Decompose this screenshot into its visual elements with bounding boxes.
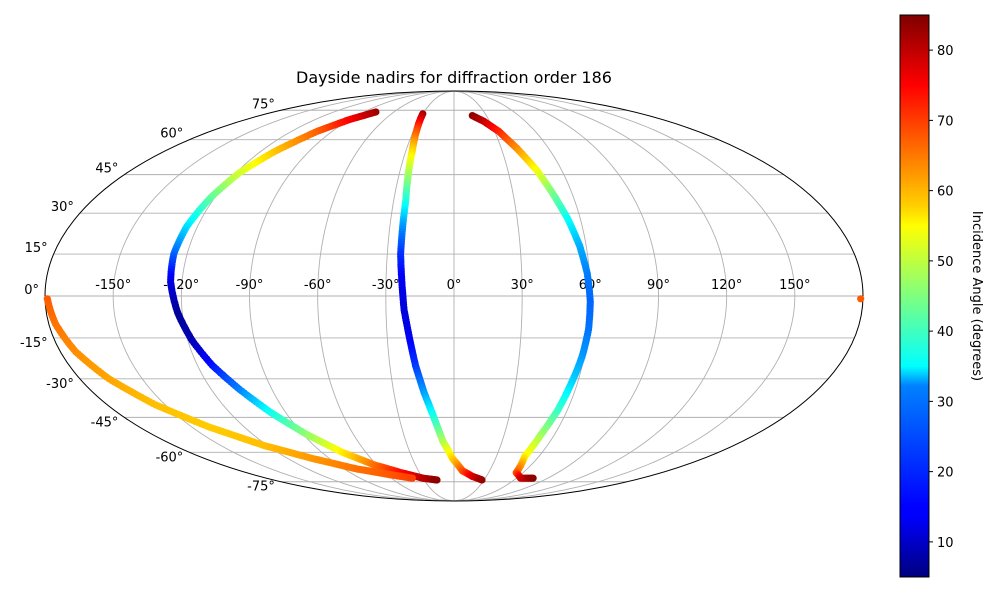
colorbar-tick-label: 60 bbox=[937, 185, 954, 200]
colorbar-tick-label: 20 bbox=[937, 466, 954, 481]
lat-tick-label: -60° bbox=[156, 450, 184, 465]
graticule bbox=[45, 91, 863, 501]
lon-tick-label: -60° bbox=[304, 278, 332, 293]
lat-tick-label: -75° bbox=[247, 480, 275, 495]
lon-tick-label: 30° bbox=[511, 278, 534, 293]
lat-tick-label: 75° bbox=[252, 97, 275, 112]
data-point bbox=[433, 476, 441, 484]
map-boundary bbox=[44, 90, 864, 502]
lat-tick-label: -15° bbox=[20, 336, 48, 351]
colorbar-ticks: 10 20 30 40 50 60 70 80 bbox=[929, 44, 954, 551]
lon-tick-labels: -150°-120°-90°-60°-30°0°30°60°90°120°150… bbox=[95, 278, 810, 293]
chart-title: Dayside nadirs for diffraction order 186 bbox=[296, 68, 612, 87]
lon-tick-label: 90° bbox=[647, 278, 670, 293]
lon-tick-label: -30° bbox=[372, 278, 400, 293]
colorbar-tick-label: 50 bbox=[937, 255, 954, 270]
colorbar-tick-label: 40 bbox=[937, 325, 954, 340]
scatter-points bbox=[43, 108, 865, 484]
colorbar bbox=[899, 14, 930, 578]
lat-tick-label: 15° bbox=[25, 241, 48, 256]
lon-tick-label: 120° bbox=[711, 278, 742, 293]
lat-tick-label: 45° bbox=[95, 162, 118, 177]
lon-tick-label: -150° bbox=[95, 278, 131, 293]
lat-tick-label: -45° bbox=[91, 415, 119, 430]
lon-tick-label: 0° bbox=[447, 278, 462, 293]
colorbar-tick-label: 80 bbox=[937, 44, 954, 59]
lat-tick-label: -30° bbox=[46, 377, 74, 392]
lat-tick-labels: 75° 60° 45° 30° 15° 0° -15° -30° -45° -60° -75° bbox=[20, 97, 275, 494]
lon-tick-label: 150° bbox=[779, 278, 810, 293]
colorbar-label: Incidence Angle (degrees) bbox=[969, 211, 984, 381]
data-point bbox=[857, 295, 865, 303]
data-point bbox=[478, 476, 486, 484]
colorbar-tick-label: 70 bbox=[937, 114, 954, 129]
data-point bbox=[529, 474, 537, 482]
lat-tick-label: 30° bbox=[51, 200, 74, 215]
colorbar-tick-label: 10 bbox=[937, 536, 954, 551]
data-point bbox=[408, 474, 416, 482]
colorbar-tick-label: 30 bbox=[937, 395, 954, 410]
lat-tick-label: 60° bbox=[160, 127, 183, 142]
lon-tick-label: -90° bbox=[236, 278, 264, 293]
lat-tick-label: 0° bbox=[24, 283, 39, 298]
